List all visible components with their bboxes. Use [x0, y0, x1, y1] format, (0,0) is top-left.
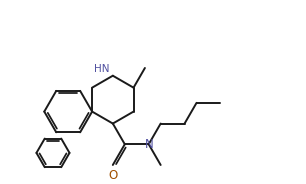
Text: N: N [145, 138, 154, 151]
Text: O: O [108, 169, 118, 182]
Text: HN: HN [94, 64, 110, 74]
